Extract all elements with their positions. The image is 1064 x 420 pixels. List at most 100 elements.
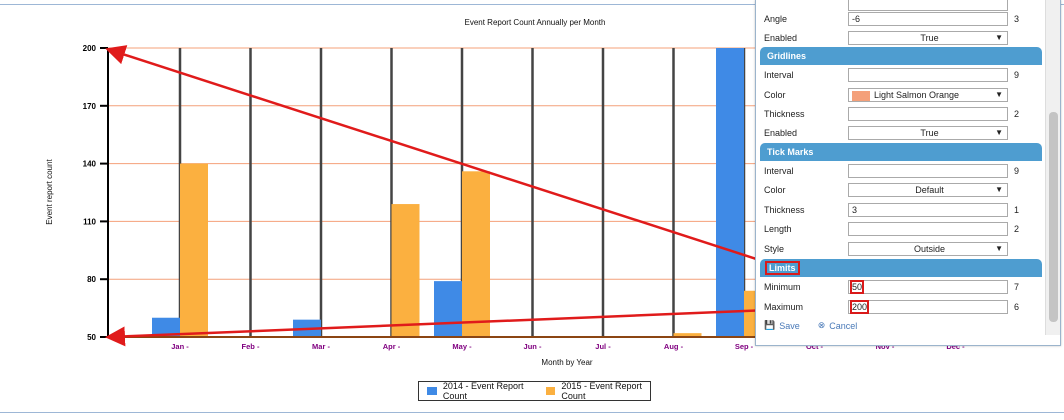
- bar-2015: [462, 171, 490, 337]
- tick-length-input[interactable]: [848, 222, 1008, 236]
- y-tick-label: 80: [87, 275, 96, 284]
- tick-thickness-input[interactable]: 3: [848, 203, 1008, 217]
- legend-item-2015: 2015 - Event Report Count: [545, 381, 651, 401]
- y-axis-label: Event report count: [45, 159, 54, 225]
- legend-label-2015: 2015 - Event Report Count: [561, 381, 642, 401]
- tick-style-value: Outside: [913, 244, 946, 254]
- color-swatch: [852, 90, 870, 101]
- section-gridlines[interactable]: Gridlines: [760, 47, 1042, 65]
- y-tick-label: 140: [83, 160, 97, 169]
- x-tick-label: Jun -: [524, 342, 542, 351]
- tick-length-row: Length 2: [764, 221, 1034, 237]
- legend-swatch-2014: [427, 387, 437, 395]
- gridlines-color-select[interactable]: Light Salmon Orange ▼: [848, 88, 1008, 102]
- y-tick-label: 50: [87, 333, 96, 342]
- chevron-down-icon: ▼: [995, 185, 1003, 194]
- gridlines-interval-count: 9: [1014, 70, 1020, 80]
- gridlines-color-label: Color: [764, 90, 786, 100]
- top-cut-field-row: [764, 0, 1034, 12]
- limits-maximum-label: Maximum: [764, 302, 804, 312]
- gridlines-enabled-select[interactable]: True ▼: [848, 126, 1008, 140]
- tick-interval-row: Interval 9: [764, 163, 1034, 179]
- x-tick-label: May -: [452, 342, 472, 351]
- x-axis-label: Month by Year: [541, 358, 592, 367]
- angle-count: 3: [1014, 14, 1020, 24]
- top-border: [0, 4, 1064, 5]
- chart-settings-panel: Angle -6 3 Enabled True ▼ Gridlines Inter…: [755, 0, 1061, 346]
- bar-2014: [152, 317, 180, 337]
- gridlines-enabled-row: Enabled True ▼: [764, 125, 1034, 141]
- bar-2015: [391, 204, 420, 337]
- gridlines-thickness-row: Thickness 2: [764, 106, 1034, 122]
- x-tick-label: Nov -: [876, 342, 895, 351]
- gridlines-thickness-count: 2: [1014, 109, 1020, 119]
- x-tick-label: Apr -: [383, 342, 401, 351]
- chevron-down-icon: ▼: [995, 33, 1003, 42]
- tick-style-row: Style Outside ▼: [764, 241, 1034, 257]
- y-tick-label: 110: [83, 217, 96, 226]
- gridlines-color-value: Light Salmon Orange: [874, 90, 960, 100]
- x-tick-label: Mar -: [312, 342, 330, 351]
- limits-maximum-count: 6: [1014, 302, 1020, 312]
- tick-thickness-count: 1: [1014, 205, 1020, 215]
- bar-2015: [180, 163, 208, 337]
- limits-minimum-input[interactable]: 50: [848, 280, 1008, 294]
- section-tick-marks[interactable]: Tick Marks: [760, 143, 1042, 161]
- tick-length-label: Length: [764, 224, 792, 234]
- bar-2015: [673, 333, 702, 337]
- labels-enabled-select[interactable]: True ▼: [848, 31, 1008, 45]
- angle-label: Angle: [764, 14, 788, 24]
- save-icon: 💾: [764, 320, 776, 330]
- tick-style-select[interactable]: Outside ▼: [848, 242, 1008, 256]
- bottom-border: [0, 412, 1064, 413]
- scrollbar[interactable]: [1045, 0, 1060, 335]
- x-tick-label: Dec -: [946, 342, 965, 351]
- tick-color-select[interactable]: Default ▼: [848, 183, 1008, 197]
- cancel-button[interactable]: Cancel: [829, 320, 858, 331]
- tick-color-label: Color: [764, 185, 786, 195]
- chevron-down-icon: ▼: [995, 244, 1003, 253]
- legend-label-2014: 2014 - Event Report Count: [442, 381, 524, 401]
- tick-color-row: Color Default ▼: [764, 182, 1034, 198]
- gridlines-interval-row: Interval 9: [764, 67, 1034, 83]
- tick-thickness-label: Thickness: [764, 205, 805, 215]
- legend-item-2014: 2014 - Event Report Count: [427, 381, 532, 401]
- x-tick-label: Jul -: [595, 342, 611, 351]
- scrollbar-thumb[interactable]: [1049, 112, 1058, 322]
- top-cut-field[interactable]: [848, 0, 1008, 11]
- y-tick-label: 200: [83, 44, 97, 53]
- gridlines-enabled-label: Enabled: [764, 128, 798, 138]
- limits-maximum-value: 200: [849, 300, 870, 314]
- labels-enabled-row: Enabled True ▼: [764, 30, 1034, 46]
- bar-2014: [716, 48, 744, 337]
- x-tick-label: Feb -: [242, 342, 260, 351]
- gridlines-thickness-input[interactable]: [848, 107, 1008, 121]
- limits-minimum-label: Minimum: [764, 282, 801, 292]
- labels-enabled-label: Enabled: [764, 33, 798, 43]
- limits-minimum-row: Minimum 50 7: [764, 279, 1034, 295]
- tick-style-label: Style: [764, 244, 785, 254]
- angle-row: Angle -6 3: [764, 11, 1034, 27]
- tick-interval-input[interactable]: [848, 164, 1008, 178]
- limits-minimum-count: 7: [1014, 282, 1020, 292]
- section-limits[interactable]: Limits: [760, 259, 1042, 277]
- gridlines-thickness-label: Thickness: [764, 109, 805, 119]
- limits-minimum-value: 50: [849, 280, 865, 294]
- annotation-arrow-max: [105, 45, 844, 289]
- gridlines-enabled-value: True: [920, 128, 939, 138]
- gridlines-interval-input[interactable]: [848, 68, 1008, 82]
- tick-thickness-row: Thickness 3 1: [764, 202, 1034, 218]
- tick-interval-label: Interval: [764, 166, 794, 176]
- angle-input[interactable]: -6: [848, 12, 1008, 26]
- panel-footer: 💾 Save ⊗ Cancel: [764, 320, 861, 331]
- x-tick-label: Oct -: [806, 342, 824, 351]
- tick-length-count: 2: [1014, 224, 1020, 234]
- save-button[interactable]: Save: [779, 320, 800, 331]
- limits-maximum-input[interactable]: 200: [848, 300, 1008, 314]
- tick-color-value: Default: [915, 185, 944, 195]
- x-tick-label: Sep -: [735, 342, 754, 351]
- limits-maximum-row: Maximum 200 6: [764, 299, 1034, 315]
- bar-2014: [434, 281, 462, 337]
- chart-legend: 2014 - Event Report Count 2015 - Event R…: [418, 381, 651, 401]
- tick-interval-count: 9: [1014, 166, 1020, 176]
